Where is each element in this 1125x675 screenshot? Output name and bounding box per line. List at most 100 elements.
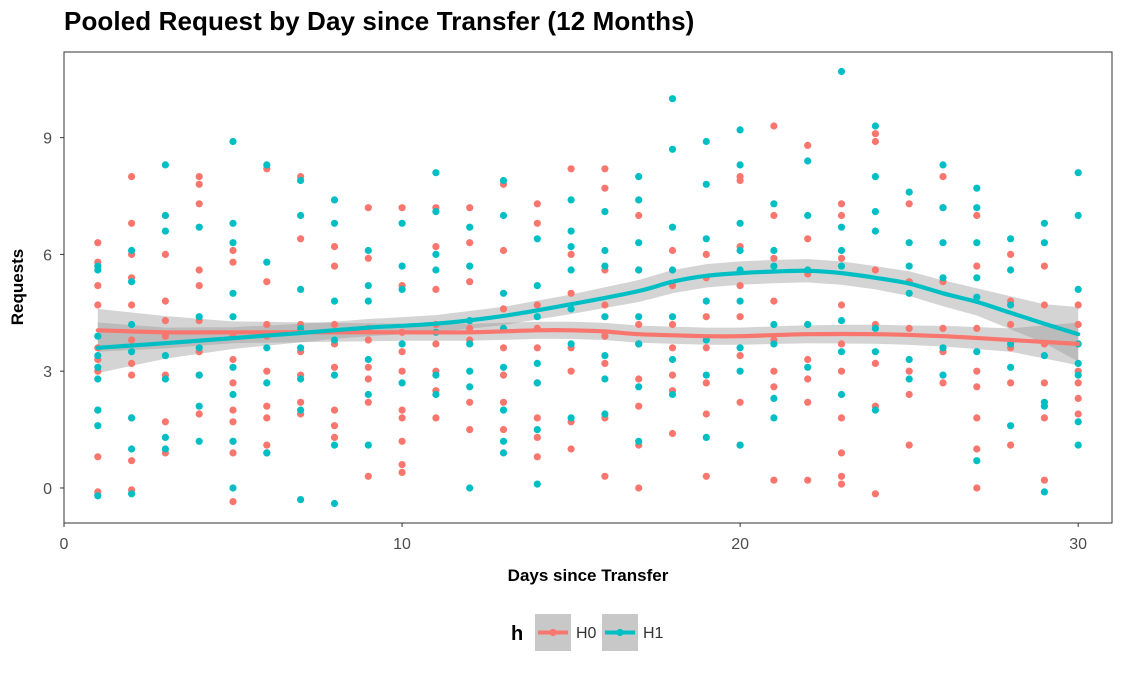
point-h0	[195, 173, 203, 181]
point-h1	[330, 219, 339, 227]
point-h0	[567, 445, 575, 453]
point-h1	[263, 344, 271, 352]
point-h0	[398, 437, 406, 445]
x-axis: 0 10 20 30	[60, 523, 1087, 553]
point-h0	[499, 344, 508, 352]
point-h1	[770, 414, 778, 422]
point-h0	[770, 254, 778, 262]
point-h0	[499, 246, 508, 255]
point-h0	[466, 278, 474, 286]
point-h0	[466, 426, 474, 434]
point-h1	[499, 176, 508, 185]
point-h1	[533, 359, 541, 367]
point-h0	[905, 441, 913, 449]
point-h0	[229, 379, 237, 387]
point-h0	[668, 344, 677, 352]
point-h1	[533, 379, 541, 387]
point-h0	[499, 371, 508, 379]
point-h1	[837, 262, 846, 270]
point-h0	[128, 359, 136, 367]
point-h0	[1007, 379, 1015, 387]
point-h0	[263, 441, 271, 449]
point-h1	[1007, 266, 1015, 274]
point-h1	[871, 324, 880, 332]
point-h1	[499, 363, 508, 371]
point-h0	[837, 414, 846, 422]
point-h1	[1007, 235, 1015, 243]
point-h1	[635, 196, 643, 204]
point-h1	[533, 480, 541, 488]
point-h1	[973, 274, 981, 282]
point-h0	[364, 254, 372, 262]
point-h1	[871, 227, 880, 235]
point-h1	[128, 414, 136, 422]
point-h1	[939, 161, 947, 169]
point-h1	[804, 363, 812, 371]
point-h1	[1074, 359, 1082, 367]
point-h0	[668, 429, 677, 438]
point-h0	[432, 285, 440, 293]
point-h1	[330, 499, 339, 508]
point-h0	[499, 426, 508, 434]
point-h1	[635, 340, 643, 348]
point-h0	[195, 410, 203, 418]
point-h1	[466, 484, 474, 492]
point-h0	[128, 219, 136, 227]
x-tick-label: 10	[393, 536, 411, 553]
point-h1	[601, 313, 609, 321]
point-h1	[871, 406, 880, 414]
point-h0	[229, 355, 237, 364]
point-h1	[229, 289, 237, 297]
point-h1	[297, 285, 305, 293]
confidence-band-h1	[97, 259, 1079, 374]
point-h1	[432, 371, 440, 379]
point-h1	[871, 348, 880, 356]
point-h0	[905, 200, 913, 208]
point-h0	[1007, 250, 1015, 258]
point-h0	[668, 371, 677, 379]
point-h0	[297, 235, 305, 243]
point-h1	[297, 344, 305, 352]
point-h0	[973, 445, 981, 453]
point-h0	[432, 340, 440, 348]
point-h1	[635, 383, 643, 391]
point-h0	[871, 130, 880, 138]
point-h1	[736, 297, 744, 305]
point-h1	[533, 426, 541, 434]
point-h1	[635, 239, 643, 247]
point-h1	[398, 340, 406, 348]
point-h0	[533, 414, 541, 422]
point-h0	[601, 184, 609, 192]
point-h1	[770, 394, 778, 402]
point-h0	[229, 418, 237, 426]
point-h1	[1074, 169, 1082, 177]
point-h1	[398, 262, 406, 270]
point-h1	[432, 266, 440, 274]
legend-title: h	[511, 623, 523, 645]
point-h0	[1074, 394, 1082, 402]
legend-label-h1: H1	[643, 625, 664, 642]
x-tick-label: 30	[1069, 536, 1087, 553]
point-h0	[466, 398, 474, 406]
point-h1	[229, 363, 237, 371]
point-h1	[973, 239, 981, 247]
point-h0	[533, 453, 541, 461]
point-h0	[330, 433, 339, 441]
point-h0	[804, 355, 812, 364]
point-h0	[973, 484, 981, 492]
point-h0	[1040, 301, 1048, 309]
y-axis: 0 3 6 9	[43, 131, 64, 498]
point-h1	[973, 348, 981, 356]
point-h0	[128, 173, 136, 181]
point-h0	[128, 301, 136, 309]
point-h0	[702, 410, 710, 418]
point-h1	[804, 320, 812, 329]
point-h1	[601, 262, 609, 270]
point-h0	[837, 480, 846, 488]
point-h1	[364, 441, 372, 449]
point-h1	[229, 313, 237, 321]
point-h1	[905, 289, 913, 297]
point-h1	[466, 383, 474, 391]
point-h0	[567, 250, 575, 258]
point-h0	[229, 449, 237, 457]
